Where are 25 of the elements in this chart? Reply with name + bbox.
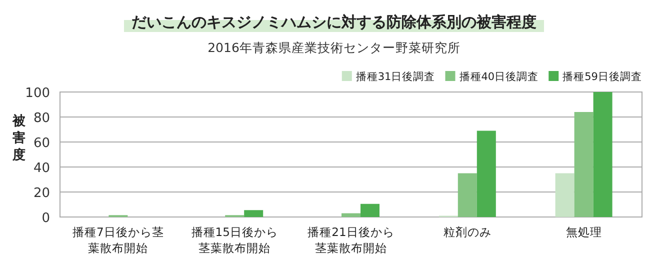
bar — [244, 210, 264, 217]
bar — [342, 213, 360, 217]
x-tick-label: 播種21日後から茎葉散布開始 — [308, 225, 394, 255]
bar — [593, 92, 612, 217]
y-tick-label: 20 — [33, 186, 50, 201]
x-tick-label: 播種7日後から茎葉散布開始 — [72, 225, 164, 255]
bar — [458, 173, 477, 217]
y-tick-label: 60 — [33, 136, 50, 151]
y-axis-title: 被害度 — [12, 113, 26, 163]
x-tick-label: 播種15日後から茎葉散布開始 — [191, 225, 278, 255]
legend-label: 播種31日後調査 — [356, 70, 436, 83]
bar — [574, 112, 594, 217]
y-tick-label: 100 — [25, 86, 50, 101]
x-tick-label: 粒剤のみ — [443, 225, 492, 239]
bar — [476, 130, 496, 217]
bar — [555, 173, 574, 217]
chart-title: だいこんのキスジノミハムシに対する防除体系別の被害程度 — [132, 13, 536, 31]
legend-label: 播種40日後調査 — [459, 70, 539, 83]
y-tick-label: 80 — [33, 111, 50, 126]
x-tick-label: 無処理 — [566, 225, 602, 239]
y-tick-label: 0 — [42, 211, 50, 226]
chart-subtitle: 2016年青森県産業技術センター野菜研究所 — [208, 40, 460, 55]
y-tick-label: 40 — [33, 161, 50, 176]
bar — [360, 204, 380, 217]
legend-label: 播種59日後調査 — [562, 70, 642, 83]
